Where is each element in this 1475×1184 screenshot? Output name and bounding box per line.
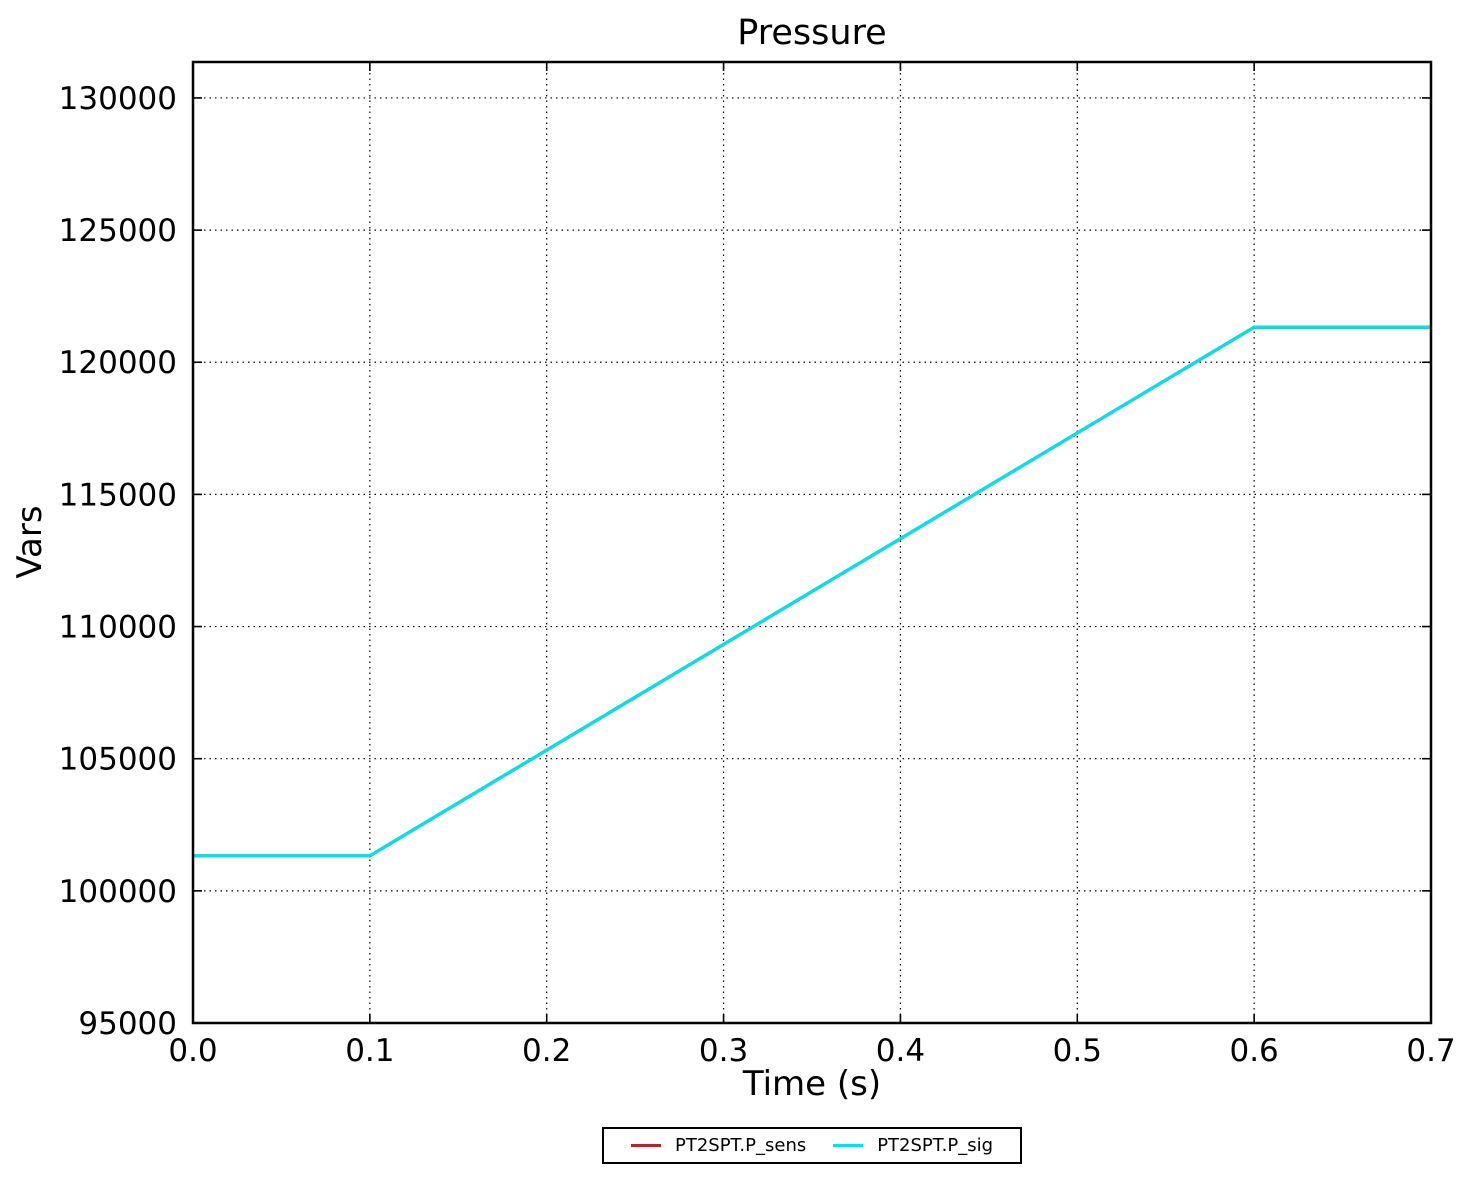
- svg-text:0.3: 0.3: [699, 1033, 748, 1069]
- svg-text:0.4: 0.4: [876, 1033, 925, 1069]
- legend-swatch: [833, 1144, 864, 1147]
- svg-text:110000: 110000: [59, 610, 177, 646]
- svg-text:0.5: 0.5: [1053, 1033, 1102, 1069]
- svg-text:105000: 105000: [59, 742, 177, 778]
- y-axis-label: Vars: [10, 505, 50, 579]
- svg-text:0.2: 0.2: [522, 1033, 571, 1069]
- legend-entry-p-sens: PT2SPT.P_sens: [630, 1135, 807, 1156]
- legend-entry-p-sig: PT2SPT.P_sig: [833, 1135, 993, 1156]
- legend: PT2SPT.P_sens PT2SPT.P_sig: [602, 1127, 1022, 1164]
- legend-label: PT2SPT.P_sens: [674, 1135, 807, 1156]
- svg-text:130000: 130000: [59, 81, 177, 117]
- x-axis-label: Time (s): [742, 1064, 882, 1104]
- svg-text:0.7: 0.7: [1406, 1033, 1455, 1069]
- svg-text:120000: 120000: [59, 345, 177, 381]
- svg-text:125000: 125000: [59, 213, 177, 249]
- legend-label: PT2SPT.P_sig: [877, 1135, 994, 1156]
- svg-text:0.0: 0.0: [168, 1033, 217, 1069]
- svg-text:100000: 100000: [59, 874, 177, 910]
- svg-text:0.1: 0.1: [345, 1033, 394, 1069]
- svg-text:95000: 95000: [78, 1006, 177, 1042]
- svg-text:0.6: 0.6: [1229, 1033, 1278, 1069]
- chart-title: Pressure: [737, 13, 887, 53]
- legend-swatch: [630, 1144, 661, 1147]
- svg-text:115000: 115000: [59, 477, 177, 513]
